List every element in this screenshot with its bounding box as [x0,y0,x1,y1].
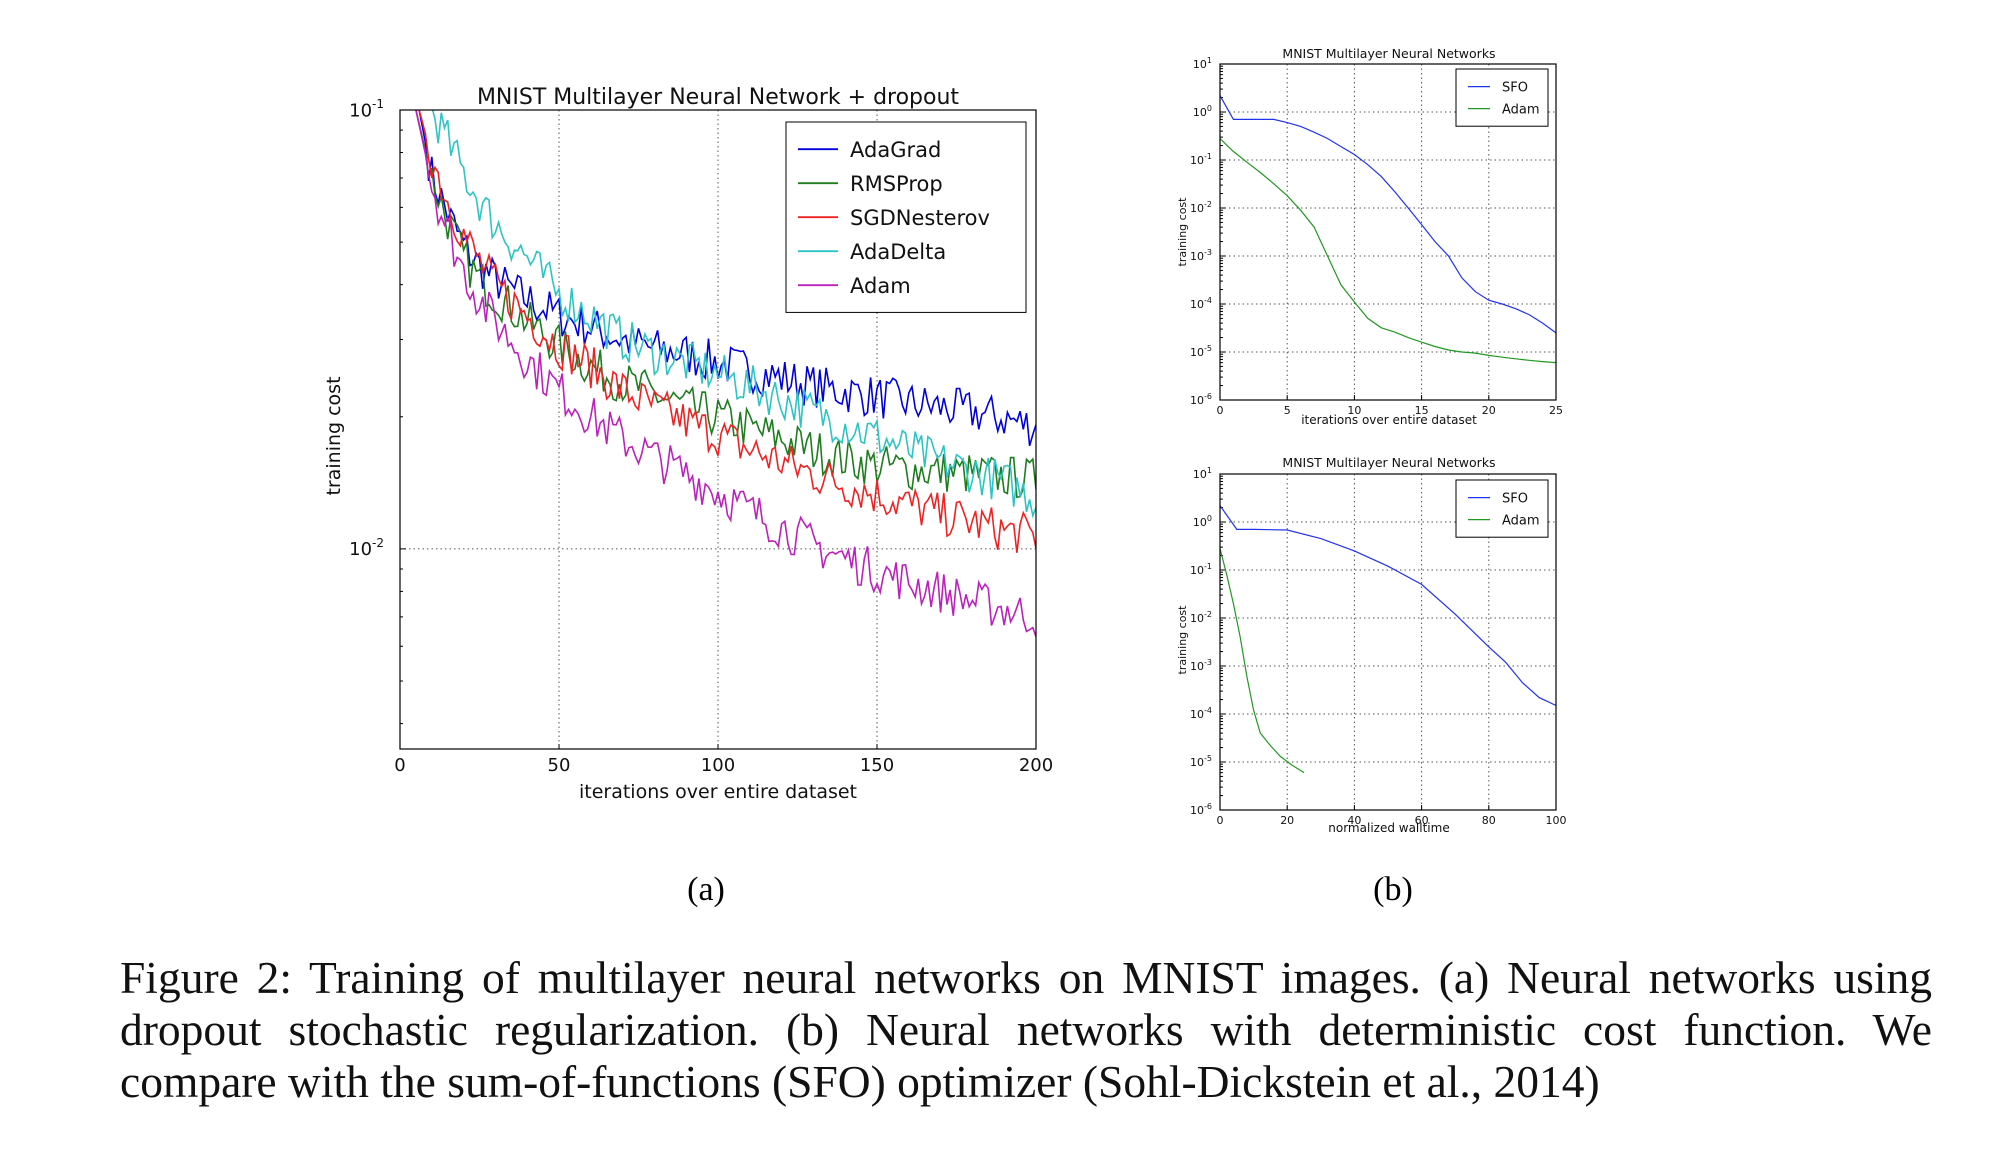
series-line-sfo [1220,95,1556,334]
y-tick-label: 101 [1193,466,1212,481]
chart-b1-title: MNIST Multilayer Neural Networks [1282,46,1495,61]
y-tick-label: 10-6 [1190,392,1212,407]
x-tick-label: 60 [1415,814,1429,827]
x-tick-label: 5 [1284,404,1291,417]
x-tick-label: 20 [1280,814,1294,827]
chart-a-ylabel: training cost [323,376,345,495]
y-tick-label: 10-6 [1190,802,1212,817]
series-line-adam [1220,548,1305,774]
x-tick-label: 150 [860,755,894,776]
legend-label-adam: Adam [850,274,911,298]
chart-a-title: MNIST Multilayer Neural Network + dropou… [477,85,959,110]
chart-b-walltime: MNIST Multilayer Neural Networks normali… [1176,455,1567,835]
x-tick-label: 100 [1546,814,1567,827]
x-tick-label: 40 [1347,814,1361,827]
chart-b2-xlabel: normalized walltime [1328,821,1449,835]
x-tick-label: 100 [701,755,735,776]
figure-caption: Figure 2: Training of multilayer neural … [120,952,1932,1107]
y-tick-label: 10-4 [1190,296,1212,311]
series-line-adagrad [417,110,1036,447]
x-tick-label: 50 [548,755,571,776]
legend-label-sfo: SFO [1502,491,1528,506]
series-line-adadelta [431,110,1036,519]
y-tick-label: 10-3 [1190,248,1212,263]
legend-label-adadelta: AdaDelta [850,240,946,264]
legend-box [1455,68,1549,127]
panel-label-b: (b) [1373,871,1413,908]
legend-label-adam: Adam [1502,102,1540,117]
x-tick-label: 25 [1549,404,1563,417]
y-tick-label: 10-1 [349,97,384,121]
chart-b2-ylabel: training cost [1176,605,1189,675]
y-tick-label: 10-4 [1190,706,1212,721]
y-tick-label: 10-5 [1190,344,1212,359]
y-tick-label: 10-2 [349,536,384,560]
plot-frame [1219,63,1557,401]
x-tick-label: 10 [1347,404,1361,417]
series-line-adam [414,110,1036,637]
chart-b1-xlabel: iterations over entire dataset [1301,413,1477,427]
y-tick-label: 10-1 [1190,562,1212,577]
chart-a: MNIST Multilayer Neural Network + dropou… [323,85,1053,803]
y-tick-label: 10-2 [1190,200,1212,215]
legend-label-adam: Adam [1502,513,1540,528]
series-line-sfo [1220,505,1556,707]
series-line-sgdnesterov [417,110,1036,553]
legend-label-adagrad: AdaGrad [850,138,941,162]
chart-a-xlabel: iterations over entire dataset [579,781,857,803]
legend-label-rmsprop: RMSProp [850,172,943,196]
x-tick-label: 15 [1415,404,1429,417]
chart-b-iterations: MNIST Multilayer Neural Networks iterati… [1176,46,1563,427]
x-tick-label: 0 [1217,814,1224,827]
chart-b2-title: MNIST Multilayer Neural Networks [1282,455,1495,470]
x-tick-label: 0 [1217,404,1224,417]
y-tick-label: 10-2 [1190,610,1212,625]
x-tick-label: 0 [394,755,405,776]
panel-label-a: (a) [687,871,725,908]
y-tick-label: 10-3 [1190,658,1212,673]
x-tick-label: 80 [1482,814,1496,827]
x-tick-label: 200 [1019,755,1053,776]
y-tick-label: 10-5 [1190,754,1212,769]
legend-label-sfo: SFO [1502,80,1528,95]
plot-frame [1219,473,1557,811]
y-tick-label: 101 [1193,56,1212,71]
y-tick-label: 100 [1193,104,1212,119]
chart-b1-ylabel: training cost [1176,197,1189,267]
y-tick-label: 100 [1193,514,1212,529]
legend-box [1455,479,1549,538]
x-tick-label: 20 [1482,404,1496,417]
series-line-adam [1220,138,1556,364]
y-tick-label: 10-1 [1190,152,1212,167]
plot-frame [399,109,1037,750]
legend-label-sgdnesterov: SGDNesterov [850,206,990,230]
